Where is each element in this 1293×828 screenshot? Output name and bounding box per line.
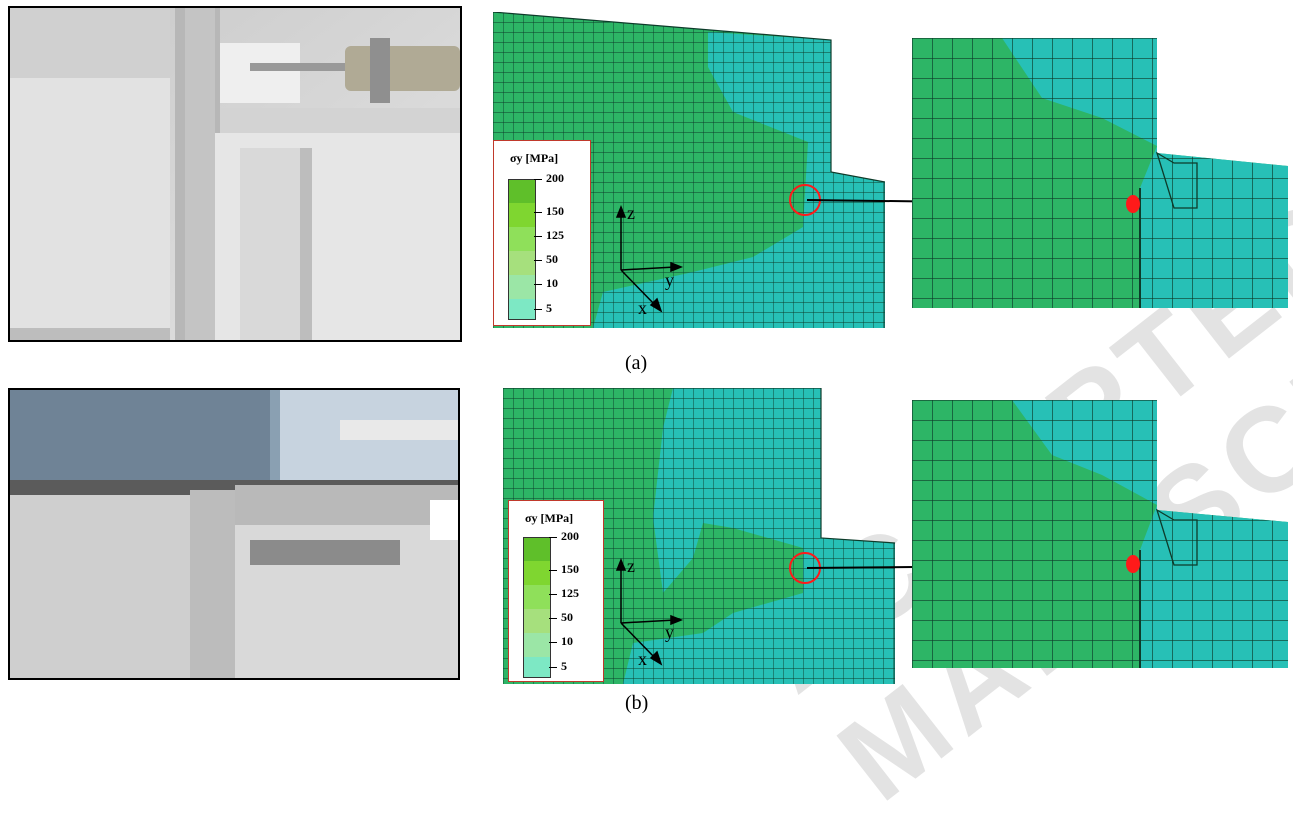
legend-swatch-150 (523, 561, 551, 585)
stress-legend-a: σy [MPa] 200 150 125 50 10 5 (493, 140, 591, 326)
fem-zoom-b (912, 400, 1288, 668)
hotspot-point (1126, 555, 1140, 573)
legend-swatch-200 (523, 537, 551, 562)
legend-swatch-10 (523, 633, 551, 657)
legend-swatch-10 (508, 275, 536, 299)
legend-label-150: 150 (546, 204, 564, 218)
legend-tick (549, 667, 557, 668)
legend-label-50: 50 (546, 252, 558, 266)
legend-tick (549, 570, 557, 571)
legend-tick (549, 537, 557, 538)
legend-tick (534, 309, 542, 310)
legend-label-10: 10 (561, 634, 573, 648)
legend-tick (549, 642, 557, 643)
legend-tick (534, 236, 542, 237)
photo-specimen-a (8, 6, 462, 342)
stress-legend-b: σy [MPa] 200 150 125 50 10 5 (508, 500, 604, 682)
fem-model-a (493, 12, 885, 328)
legend-tick (549, 618, 557, 619)
legend-label-5: 5 (561, 659, 567, 673)
legend-tick (534, 260, 542, 261)
legend-swatch-50 (508, 251, 536, 275)
legend-label-150: 150 (561, 562, 579, 576)
legend-label-200: 200 (561, 529, 579, 543)
axis-label-x: x (638, 649, 647, 669)
legend-swatch-200 (508, 179, 536, 204)
axis-label-z: z (627, 203, 635, 223)
legend-label-50: 50 (561, 610, 573, 624)
legend-tick (534, 179, 542, 180)
legend-tick (534, 212, 542, 213)
hotspot-point (1126, 195, 1140, 213)
legend-label-125: 125 (561, 586, 579, 600)
legend-tick (549, 594, 557, 595)
photo-specimen-b (8, 388, 460, 680)
caption-a: (a) (625, 352, 648, 374)
legend-title: σy [MPa] (510, 151, 559, 165)
axes-triad-b (615, 558, 684, 666)
legend-title: σy [MPa] (525, 511, 574, 525)
axis-label-z: z (627, 556, 635, 576)
legend-label-10: 10 (546, 276, 558, 290)
legend-label-5: 5 (546, 301, 552, 315)
legend-swatch-125 (508, 227, 536, 251)
legend-label-200: 200 (546, 171, 564, 185)
axis-label-y: y (665, 270, 674, 290)
caption-b: (b) (625, 692, 649, 714)
axes-triad-a (615, 205, 684, 313)
legend-tick (534, 284, 542, 285)
legend-swatch-5 (508, 299, 536, 320)
axis-label-x: x (638, 298, 647, 318)
legend-swatch-50 (523, 609, 551, 633)
axis-label-y: y (665, 622, 674, 642)
legend-swatch-5 (523, 657, 551, 678)
legend-label-125: 125 (546, 228, 564, 242)
legend-swatch-150 (508, 203, 536, 227)
legend-swatch-125 (523, 585, 551, 609)
fem-zoom-a (912, 38, 1288, 308)
